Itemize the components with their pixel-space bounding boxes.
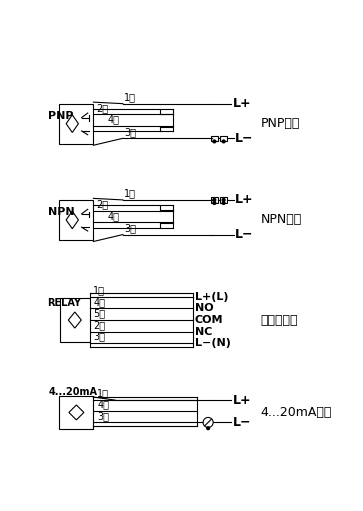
Text: L−: L− — [233, 416, 252, 429]
Text: 4黑: 4黑 — [93, 297, 105, 307]
Text: 4黑: 4黑 — [97, 400, 109, 409]
Text: 4黑: 4黑 — [107, 114, 119, 125]
Text: PNP: PNP — [49, 111, 74, 121]
Text: COM: COM — [195, 315, 224, 325]
Bar — [59, 396, 93, 429]
Text: L+: L+ — [233, 97, 252, 110]
Text: 3蓝: 3蓝 — [93, 332, 105, 341]
Text: RELAY: RELAY — [47, 298, 81, 308]
Text: 继电器输出: 继电器输出 — [261, 314, 298, 327]
Circle shape — [222, 199, 225, 201]
Bar — [60, 298, 90, 342]
Circle shape — [213, 202, 216, 204]
Circle shape — [222, 140, 225, 143]
Bar — [220, 197, 227, 203]
Text: 2白: 2白 — [93, 320, 106, 330]
Text: 5灰: 5灰 — [93, 309, 106, 318]
Text: NPN: NPN — [49, 207, 75, 217]
Circle shape — [222, 202, 225, 204]
Text: NPN输出: NPN输出 — [261, 214, 302, 226]
Circle shape — [203, 417, 213, 428]
Text: L+: L+ — [235, 194, 254, 206]
Text: 1棕: 1棕 — [93, 286, 105, 295]
Circle shape — [213, 199, 216, 201]
Text: PNP输出: PNP输出 — [261, 117, 300, 130]
Text: NO: NO — [195, 304, 213, 313]
Text: L−: L− — [235, 132, 254, 145]
Circle shape — [207, 427, 209, 430]
Text: NC: NC — [195, 327, 212, 337]
Text: 3蓝: 3蓝 — [125, 223, 136, 233]
Circle shape — [213, 140, 216, 143]
Text: 1棕: 1棕 — [125, 189, 136, 198]
Text: 4...20mA: 4...20mA — [49, 387, 98, 398]
Text: 1棕: 1棕 — [125, 92, 136, 102]
Bar — [59, 200, 93, 240]
Text: 3蓝: 3蓝 — [97, 411, 109, 421]
Text: 3蓝: 3蓝 — [125, 127, 136, 137]
Text: L−(N): L−(N) — [195, 338, 231, 348]
Bar — [59, 104, 93, 144]
Text: 4...20mA输出: 4...20mA输出 — [261, 406, 332, 419]
Bar — [220, 135, 227, 141]
Text: L+(L): L+(L) — [195, 292, 228, 302]
Text: 1棕: 1棕 — [97, 388, 109, 399]
Bar — [211, 135, 218, 141]
Text: 2白: 2白 — [97, 199, 109, 209]
Text: 2白: 2白 — [97, 103, 109, 113]
Bar — [211, 197, 218, 203]
Text: L−: L− — [235, 228, 254, 241]
Text: 4黑: 4黑 — [107, 211, 119, 221]
Text: L+: L+ — [233, 393, 252, 407]
